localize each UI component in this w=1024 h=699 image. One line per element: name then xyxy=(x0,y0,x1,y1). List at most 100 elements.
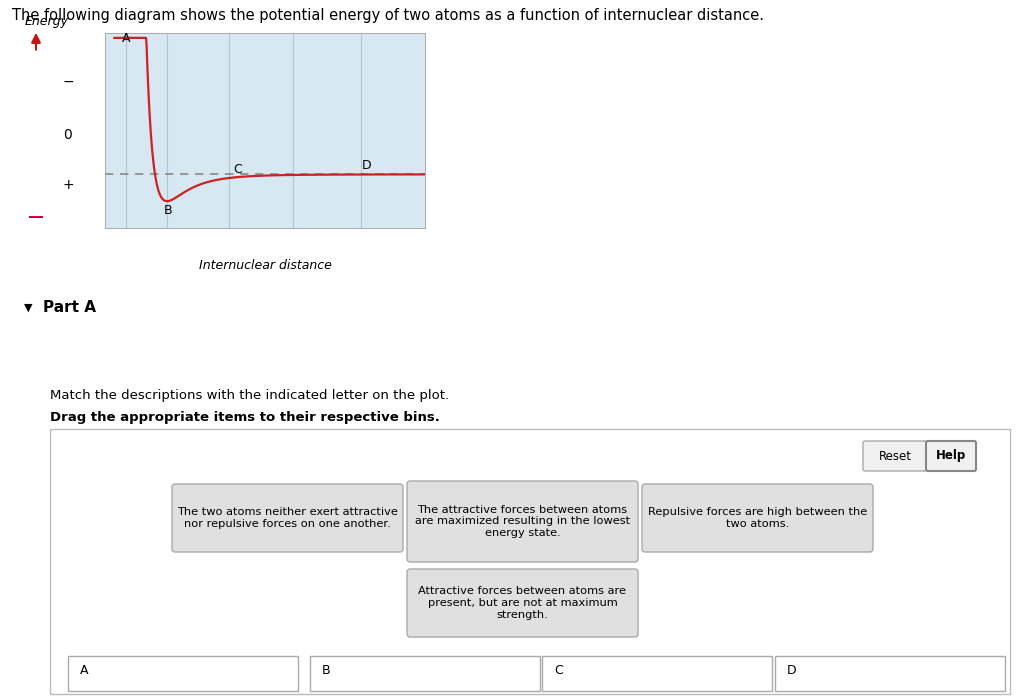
Bar xyxy=(29,216,43,217)
Text: D: D xyxy=(362,159,372,173)
Bar xyxy=(29,217,43,218)
Bar xyxy=(29,217,43,218)
Text: 0: 0 xyxy=(63,128,73,142)
Text: C: C xyxy=(233,163,242,175)
FancyBboxPatch shape xyxy=(542,656,772,691)
Bar xyxy=(29,217,43,218)
Text: Internuclear distance: Internuclear distance xyxy=(199,259,332,273)
Text: The following diagram shows the potential energy of two atoms as a function of i: The following diagram shows the potentia… xyxy=(12,8,764,23)
Bar xyxy=(29,217,43,218)
Bar xyxy=(29,217,43,218)
Bar xyxy=(29,217,43,218)
FancyBboxPatch shape xyxy=(68,656,298,691)
Bar xyxy=(29,217,43,218)
Bar xyxy=(29,216,43,217)
Bar xyxy=(29,217,43,218)
Text: Energy: Energy xyxy=(25,15,69,29)
Text: The two atoms neither exert attractive
nor repulsive forces on one another.: The two atoms neither exert attractive n… xyxy=(177,507,398,529)
Bar xyxy=(29,216,43,217)
Bar xyxy=(29,216,43,217)
FancyBboxPatch shape xyxy=(407,481,638,562)
FancyBboxPatch shape xyxy=(642,484,873,552)
Bar xyxy=(29,217,43,218)
Bar xyxy=(29,216,43,217)
Bar xyxy=(29,216,43,217)
Bar xyxy=(29,216,43,217)
Bar xyxy=(29,217,43,218)
Bar xyxy=(29,217,43,218)
Bar xyxy=(29,217,43,218)
Bar xyxy=(29,217,43,218)
Bar xyxy=(29,216,43,217)
Bar xyxy=(29,217,43,218)
Bar xyxy=(29,216,43,217)
Bar xyxy=(29,216,43,217)
Text: Match the descriptions with the indicated letter on the plot.: Match the descriptions with the indicate… xyxy=(50,389,450,402)
Bar xyxy=(29,217,43,218)
Bar xyxy=(29,217,43,218)
Text: Attractive forces between atoms are
present, but are not at maximum
strength.: Attractive forces between atoms are pres… xyxy=(419,586,627,619)
Bar xyxy=(29,217,43,218)
Bar xyxy=(29,216,43,217)
Text: B: B xyxy=(164,204,173,217)
Text: A: A xyxy=(80,664,88,677)
Bar xyxy=(29,216,43,217)
Bar xyxy=(29,217,43,218)
Bar xyxy=(29,217,43,218)
Bar xyxy=(29,217,43,218)
Bar xyxy=(29,217,43,218)
Bar xyxy=(29,217,43,218)
Text: Drag the appropriate items to their respective bins.: Drag the appropriate items to their resp… xyxy=(50,411,440,424)
Bar xyxy=(29,217,43,218)
Bar xyxy=(29,217,43,218)
Bar xyxy=(29,216,43,217)
Text: B: B xyxy=(322,664,331,677)
Bar xyxy=(29,216,43,217)
Bar xyxy=(29,217,43,218)
Bar xyxy=(29,216,43,217)
Bar xyxy=(29,216,43,217)
Bar xyxy=(29,217,43,218)
Bar xyxy=(29,217,43,218)
Bar xyxy=(29,216,43,217)
FancyBboxPatch shape xyxy=(775,656,1005,691)
Text: Part A: Part A xyxy=(43,300,96,315)
Bar xyxy=(29,216,43,217)
Text: A: A xyxy=(122,32,130,45)
Bar xyxy=(29,217,43,218)
Bar xyxy=(29,216,43,217)
Bar xyxy=(29,216,43,217)
Bar xyxy=(29,217,43,218)
Bar xyxy=(29,216,43,217)
Bar xyxy=(29,217,43,218)
Bar xyxy=(29,216,43,217)
Bar xyxy=(29,216,43,217)
Bar xyxy=(29,217,43,218)
Bar xyxy=(29,216,43,217)
Bar xyxy=(29,217,43,218)
Bar xyxy=(29,216,43,217)
Bar xyxy=(29,216,43,217)
Text: Repulsive forces are high between the
two atoms.: Repulsive forces are high between the tw… xyxy=(648,507,867,529)
Bar xyxy=(29,216,43,217)
FancyBboxPatch shape xyxy=(310,656,540,691)
Bar xyxy=(29,216,43,217)
Text: −: − xyxy=(62,75,74,89)
FancyBboxPatch shape xyxy=(926,441,976,471)
Bar xyxy=(29,216,43,217)
Bar xyxy=(29,216,43,217)
Bar xyxy=(29,217,43,218)
Bar xyxy=(29,217,43,218)
Bar xyxy=(29,217,43,218)
FancyBboxPatch shape xyxy=(863,441,927,471)
Bar xyxy=(29,216,43,217)
Text: The attractive forces between atoms
are maximized resulting in the lowest
energy: The attractive forces between atoms are … xyxy=(415,505,630,538)
Bar xyxy=(29,216,43,217)
Bar xyxy=(29,217,43,218)
Bar xyxy=(29,217,43,218)
Bar xyxy=(29,216,43,217)
Bar xyxy=(29,217,43,218)
Bar xyxy=(29,217,43,218)
Bar xyxy=(29,216,43,217)
Bar xyxy=(29,217,43,218)
